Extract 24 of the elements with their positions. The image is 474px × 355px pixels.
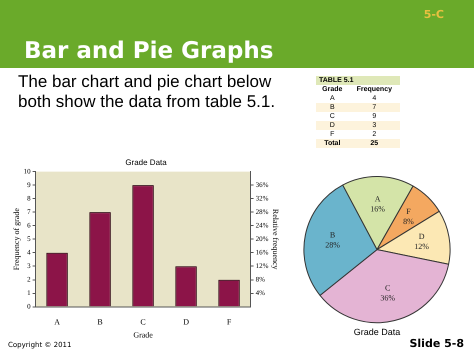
text: Slide 5-8 <box>409 337 464 350</box>
text: The bar chart and pie chart below both show the data from table 5.1. <box>18 72 276 112</box>
slice-label: B <box>330 230 336 240</box>
data-label: 16% <box>370 204 386 214</box>
text: Bar and Pie Graphs <box>24 38 274 64</box>
data-label: 36% <box>380 294 396 303</box>
text: 5-C <box>424 8 444 21</box>
data-label: 12% <box>414 242 430 251</box>
y2-axis-title: Relative frequency <box>271 208 280 270</box>
slice-label: F <box>406 207 412 216</box>
data-label: 8% <box>403 217 414 226</box>
x-tick-label: A <box>54 318 60 327</box>
data-label: 28% <box>325 240 340 250</box>
y-axis-title: Frequency of grade <box>12 208 21 270</box>
x-tick-label: B <box>97 318 103 327</box>
x-tick-label: D <box>183 318 190 327</box>
x-tick-label: C <box>140 318 146 327</box>
text: Grade Data <box>354 327 400 338</box>
slice-label: A <box>374 194 381 204</box>
chart-title: Grade Data <box>125 158 168 168</box>
x-axis-title: Grade <box>133 330 154 340</box>
x-tick-label: F <box>226 318 232 327</box>
slice-label: D <box>418 232 425 241</box>
slice-label: C <box>384 284 390 293</box>
